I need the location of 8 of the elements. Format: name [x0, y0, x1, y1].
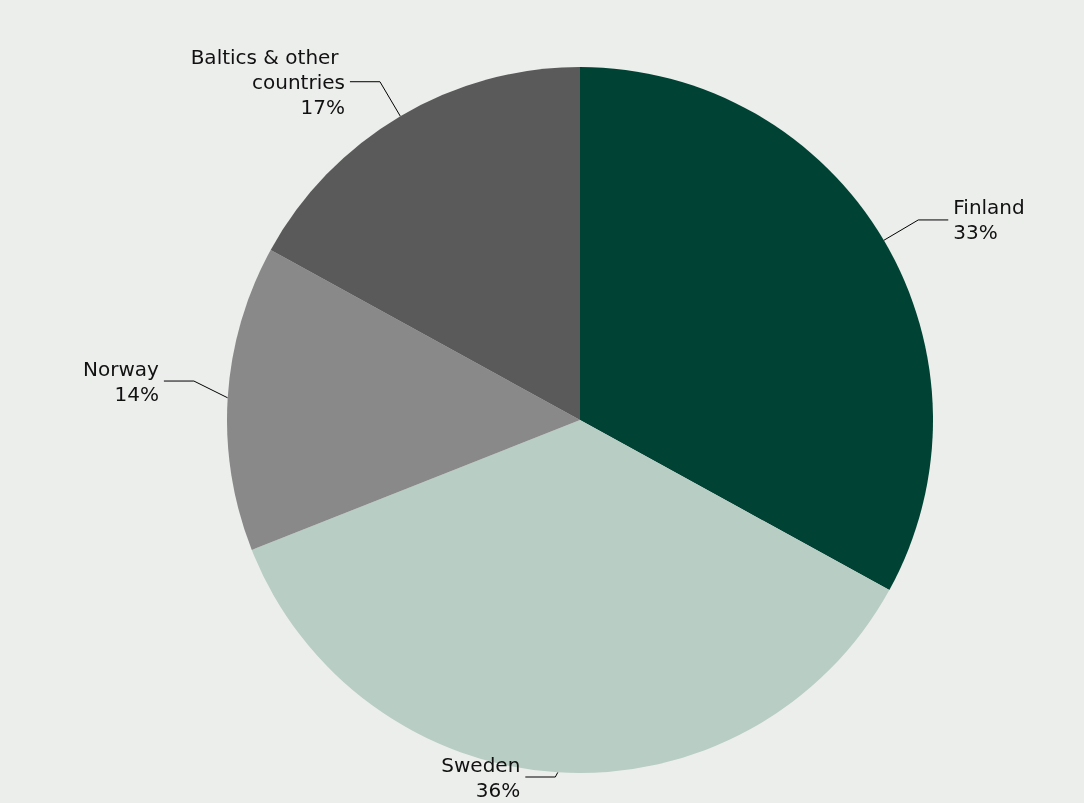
data-label: 36%	[475, 777, 521, 802]
slice-label: Sweden	[441, 752, 521, 777]
slice-label: Baltics & other countries	[190, 44, 345, 94]
data-label: 33%	[953, 220, 998, 245]
slice-label: Finland	[953, 195, 1025, 220]
data-label: 14%	[114, 381, 159, 406]
data-label: 17%	[300, 94, 345, 119]
slice-label: Norway	[83, 356, 160, 381]
